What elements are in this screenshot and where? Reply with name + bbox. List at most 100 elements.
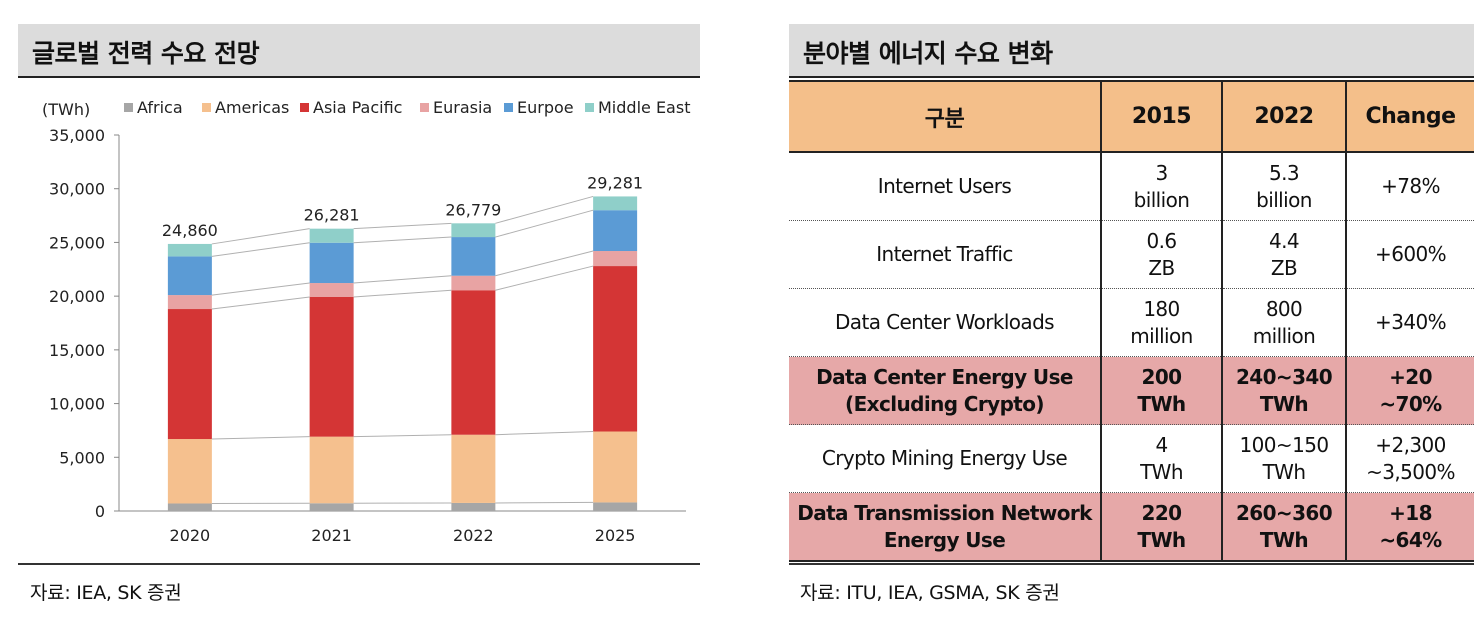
series-connector-line [211, 228, 310, 245]
table-row: Crypto Mining Energy Use 4 TWh 100~150 TWh +2… [789, 424, 1474, 493]
table-row: Data Center Workloads 180 million 800 millio… [789, 288, 1474, 357]
bar-segment [451, 275, 496, 291]
value-2022: 260~360 TWh [1221, 492, 1346, 562]
bar-segment [167, 309, 212, 440]
table-header-row: 구분 2015 2022 Change [789, 80, 1474, 153]
value-2022-line: TWh [1259, 391, 1309, 416]
power-demand-chart: 0 5,000 10,000 15,000 20,000 25,000 30,000 35,0… [42, 98, 690, 545]
value-2022: 4.4 ZB [1221, 220, 1346, 289]
value-2015: 0.6 ZB [1100, 220, 1222, 289]
value-2015: 220 TWh [1100, 492, 1222, 562]
value-2015-line: 220 [1141, 500, 1183, 525]
value-2015-line: TWh [1137, 391, 1186, 416]
series-connector-line [495, 265, 594, 291]
y-tick-label: 25,000 [49, 233, 105, 252]
row-label: Data Center Workloads [789, 288, 1101, 357]
bar-segment [593, 251, 638, 267]
legend-label: Middle East [598, 98, 690, 117]
right-panel-header: 분야별 에너지 수요 변화 [789, 24, 1474, 78]
x-tick-label: 2022 [453, 526, 494, 545]
value-2022-line: billion [1256, 187, 1312, 212]
series-connector-line [495, 209, 594, 238]
series-connector-line [353, 434, 452, 438]
change-value-line: +78% [1381, 174, 1440, 198]
legend-swatch [504, 103, 513, 112]
change-value: +600% [1345, 220, 1474, 289]
legend-swatch [124, 103, 133, 112]
value-2022-line: 4.4 [1268, 228, 1300, 253]
bar-segment [167, 439, 212, 504]
value-2015-line: million [1130, 323, 1193, 348]
header-change: Change [1345, 80, 1474, 153]
bar-segment [451, 237, 496, 276]
value-2022-line: ZB [1270, 255, 1298, 280]
series-connector-line [353, 222, 452, 230]
energy-demand-table: 구분 2015 2022 Change Internet Users 3 billi… [789, 80, 1474, 562]
value-2022-line: 240~340 [1235, 364, 1333, 389]
series-connector-line [211, 436, 310, 440]
total-data-label: 26,779 [445, 200, 501, 219]
value-2015: 200 TWh [1100, 356, 1222, 425]
series-connector-line [495, 501, 594, 504]
legend-label: Eurpoe [517, 98, 574, 117]
series-connector-line [211, 282, 310, 296]
row-label: Data Transmission Network Energy Use [789, 492, 1101, 562]
bar-segment [593, 266, 638, 432]
bar-segment [309, 297, 354, 437]
change-value-line: ~64% [1379, 527, 1442, 552]
bar-segment [593, 502, 638, 511]
bar-segment [593, 210, 638, 252]
change-value-line: +18 [1389, 500, 1432, 525]
change-value-line: +340% [1375, 310, 1447, 334]
y-tick-label: 5,000 [59, 448, 105, 467]
header-category: 구분 [789, 80, 1101, 153]
value-2022: 100~150 TWh [1221, 424, 1346, 493]
total-data-label: 24,860 [162, 221, 218, 240]
value-2022-line: 5.3 [1268, 160, 1300, 185]
series-connector-line [353, 275, 452, 284]
row-label-line: (Excluding Crypto) [845, 391, 1044, 416]
value-2015-line: TWh [1137, 527, 1186, 552]
total-data-label: 29,281 [587, 173, 643, 192]
bar-segment [451, 434, 496, 503]
value-2022-line: 260~360 [1235, 500, 1333, 525]
change-value-line: +600% [1375, 242, 1447, 266]
right-source-note: 자료: ITU, IEA, GSMA, SK 증권 [800, 582, 1060, 604]
y-tick-label: 35,000 [49, 126, 105, 145]
row-label-line: Crypto Mining Energy Use [821, 446, 1068, 470]
change-value: +2,300 ~3,500% [1345, 424, 1474, 493]
legend-label: Africa [137, 98, 183, 117]
value-2022-line: million [1252, 323, 1316, 348]
bar-segment [309, 436, 354, 504]
value-2022: 240~340 TWh [1221, 356, 1346, 425]
change-value: +18 ~64% [1345, 492, 1474, 562]
value-2015-line: billion [1133, 187, 1190, 212]
x-tick-label: 2021 [311, 526, 352, 545]
right-panel-divider [789, 563, 1474, 565]
bar-segment [593, 431, 638, 503]
row-label: Internet Traffic [789, 220, 1101, 289]
total-data-label: 26,281 [304, 206, 360, 225]
row-label-line: Internet Traffic [876, 242, 1013, 266]
right-panel-title: 분야별 에너지 수요 변화 [803, 39, 1053, 68]
legend-label: Eurasia [433, 98, 492, 117]
bar-segment [451, 290, 496, 435]
left-panel-title: 글로벌 전력 수요 전망 [32, 39, 260, 68]
series-connector-line [211, 296, 310, 310]
bar-segment [167, 243, 212, 257]
series-connector-line [211, 242, 310, 257]
y-tick-label: 0 [95, 502, 105, 521]
table-row: Internet Users 3 billion 5.3 billion +78% [789, 152, 1474, 221]
value-2015-line: 180 [1143, 296, 1180, 321]
y-tick-label: 30,000 [49, 180, 105, 199]
change-value-line: ~3,500% [1366, 459, 1455, 484]
left-panel-header: 글로벌 전력 수요 전망 [18, 24, 700, 78]
change-value: +78% [1345, 152, 1474, 221]
legend-swatch [300, 103, 309, 112]
legend-swatch [420, 103, 429, 112]
y-tick-label: 15,000 [49, 341, 105, 360]
value-2015: 180 million [1100, 288, 1222, 357]
row-label-line: Energy Use [883, 527, 1006, 552]
value-2015: 3 billion [1100, 152, 1222, 221]
series-connector-line [495, 250, 594, 277]
